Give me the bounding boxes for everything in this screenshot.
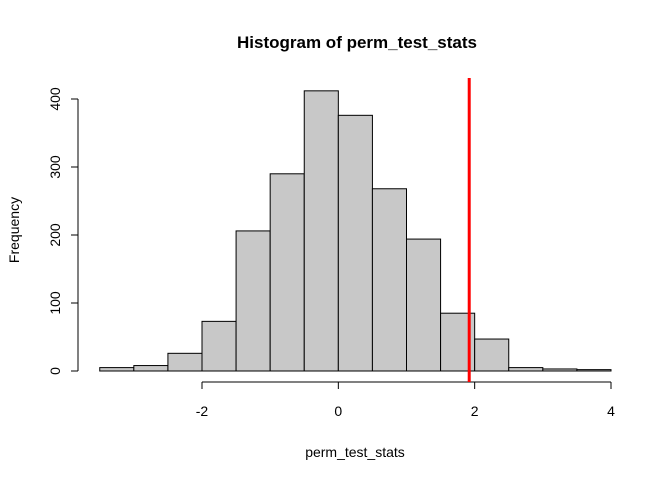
y-tick-label: 300 (47, 155, 63, 179)
x-axis-title: perm_test_stats (305, 444, 405, 460)
x-tick-label: 4 (607, 403, 615, 419)
histogram-bar-7 (337, 114, 373, 372)
histogram-bar-11 (474, 338, 510, 372)
x-tick-label: 0 (334, 403, 342, 419)
histogram-bar-6 (303, 90, 339, 372)
histogram-bar-0 (99, 367, 135, 372)
histogram-bars (99, 90, 612, 372)
x-axis: -2 0 2 4 (196, 381, 615, 419)
y-tick-label: 100 (47, 291, 63, 315)
histogram-bar-1 (133, 365, 169, 372)
histogram-bar-12 (508, 367, 544, 372)
histogram-bar-2 (167, 352, 203, 372)
y-tick-label: 0 (47, 367, 63, 375)
histogram-bar-9 (406, 238, 442, 372)
x-tick-label: 2 (471, 403, 479, 419)
y-tick-label: 400 (47, 87, 63, 111)
y-axis-title: Frequency (6, 197, 22, 263)
chart-title: Histogram of perm_test_stats (237, 33, 477, 52)
y-axis: 0 100 200 300 400 (47, 87, 79, 375)
histogram-bar-8 (371, 188, 407, 372)
y-tick-label: 200 (47, 223, 63, 247)
histogram-bar-14 (576, 369, 612, 372)
histogram-bar-4 (235, 230, 271, 372)
histogram-bar-13 (542, 368, 578, 372)
histogram-bar-3 (201, 320, 237, 372)
histogram-bar-5 (269, 173, 305, 372)
x-tick-label: -2 (196, 403, 209, 419)
